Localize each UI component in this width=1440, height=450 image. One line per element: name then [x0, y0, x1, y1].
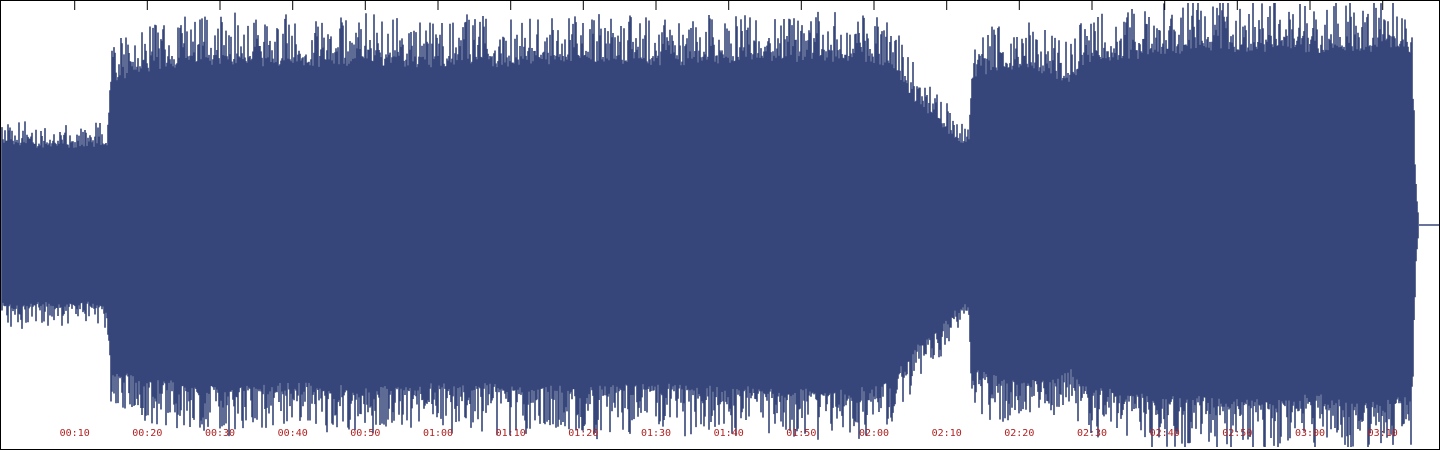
time-tick-label: 00:40	[278, 428, 308, 439]
time-tick-label: 01:20	[568, 428, 598, 439]
time-tick-label: 01:50	[786, 428, 816, 439]
waveform-group	[1, 3, 1419, 447]
time-tick-label: 02:00	[859, 428, 889, 439]
time-tick-label: 01:00	[423, 428, 453, 439]
time-tick-label: 01:10	[496, 428, 526, 439]
waveform-path	[1, 3, 1419, 447]
time-tick-label: 00:20	[132, 428, 162, 439]
time-tick-label: 02:20	[1004, 428, 1034, 439]
time-tick-label: 03:00	[1295, 428, 1325, 439]
time-tick-label: 02:50	[1222, 428, 1252, 439]
time-tick-label: 00:30	[205, 428, 235, 439]
time-tick-label: 01:30	[641, 428, 671, 439]
time-tick-label: 02:30	[1077, 428, 1107, 439]
time-tick-label: 02:40	[1150, 428, 1180, 439]
time-axis: 00:10 00:20 00:30 00:40 00:50 01:00 01:10 01:20…	[60, 0, 1398, 439]
time-tick-label: 03:10	[1368, 428, 1398, 439]
time-tick-label: 01:40	[714, 428, 744, 439]
time-tick-label: 00:10	[60, 428, 90, 439]
time-tick-label: 02:10	[932, 428, 962, 439]
time-tick-label: 00:50	[350, 428, 380, 439]
